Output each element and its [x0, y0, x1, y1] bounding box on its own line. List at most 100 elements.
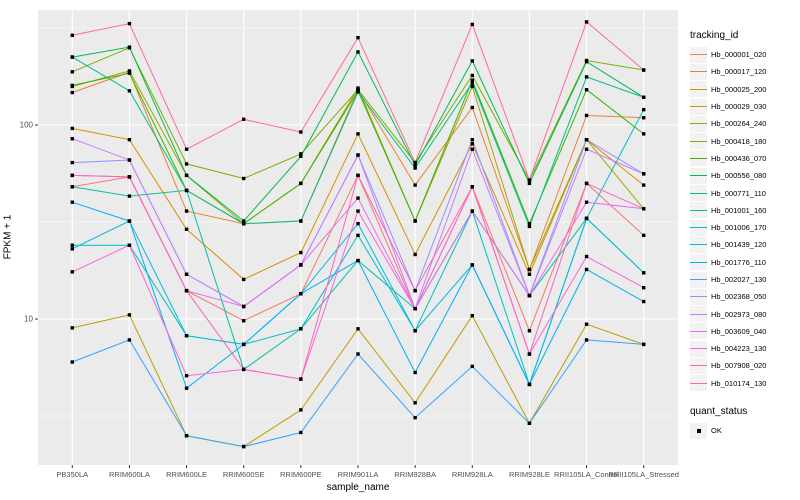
- legend-item-Hb_000017_120: Hb_000017_120: [690, 63, 798, 80]
- legend-item-label: Hb_002027_130: [711, 275, 767, 284]
- legend-swatch-line: [690, 382, 707, 384]
- x-tick-label: RRIM600SE: [223, 470, 265, 479]
- legend-swatch-line: [690, 330, 707, 332]
- legend-swatch-line: [690, 227, 707, 229]
- legend-item-label: Hb_010174_130: [711, 378, 767, 388]
- data-point: [356, 35, 360, 40]
- data-point: [413, 370, 417, 375]
- data-point: [299, 377, 303, 381]
- legend-swatch-line: [690, 71, 707, 73]
- data-point: [356, 258, 360, 263]
- legend-key-swatch: [690, 306, 707, 323]
- legend-key-swatch: [690, 202, 707, 219]
- legend-key-swatch: [690, 46, 707, 63]
- legend-swatch-line: [690, 106, 707, 108]
- data-point: [127, 158, 132, 162]
- data-point: [413, 288, 417, 293]
- legend-item-label: Hb_007908_020: [711, 361, 767, 371]
- x-tick-label: RRIM600LA: [109, 470, 150, 479]
- data-point: [413, 415, 417, 420]
- legend-item-Hb_000771_110: Hb_000771_110: [690, 184, 798, 202]
- legend-swatch-line: [690, 123, 707, 125]
- legend-swatch-line: [690, 296, 707, 298]
- legend-item-label: Hb_000771_110: [711, 188, 766, 198]
- data-point: [470, 22, 474, 27]
- data-point: [470, 313, 474, 318]
- data-point: [299, 152, 303, 156]
- legend-item-Hb_004223_130: Hb_004223_130: [690, 340, 798, 357]
- x-tick-label: RRIM928BA: [394, 470, 436, 479]
- data-point: [642, 233, 646, 238]
- legend-swatch-line: [690, 54, 707, 56]
- data-point: [642, 132, 646, 136]
- y-tick-label: 10: [24, 315, 33, 324]
- data-point: [356, 327, 360, 331]
- legend-key-swatch: [690, 340, 707, 357]
- data-point: [184, 227, 189, 231]
- data-point: [584, 338, 589, 342]
- legend-item-Hb_002368_050: Hb_002368_050: [690, 288, 798, 305]
- data-point: [70, 70, 74, 74]
- data-point: [413, 183, 417, 187]
- data-point: [242, 319, 246, 323]
- data-point: [127, 175, 132, 179]
- data-point: [642, 183, 646, 187]
- legend-swatch-line: [690, 365, 707, 367]
- data-point: [299, 408, 303, 412]
- quant-status-item: OK: [690, 422, 798, 439]
- legend-swatch-line: [690, 313, 707, 315]
- legend-item-Hb_001439_120: Hb_001439_120: [690, 236, 798, 253]
- data-point: [470, 147, 474, 151]
- quant-status-label: OK: [711, 426, 722, 436]
- data-point: [527, 382, 532, 387]
- y-axis-title: FPKM + 1: [2, 214, 14, 260]
- legend-key-swatch: [690, 185, 707, 202]
- legend-swatch-line: [690, 140, 707, 142]
- data-point: [584, 216, 589, 221]
- x-tick-label: RRIM928LA: [452, 470, 493, 479]
- data-point: [127, 21, 132, 26]
- data-point: [299, 154, 303, 158]
- data-point: [470, 263, 474, 267]
- legend-swatch-line: [690, 244, 707, 246]
- data-point: [584, 181, 589, 186]
- data-point: [527, 267, 532, 272]
- data-point: [70, 360, 74, 364]
- data-point: [470, 84, 474, 89]
- data-point: [242, 342, 246, 347]
- data-point: [299, 263, 303, 267]
- data-point: [584, 267, 589, 272]
- data-point: [642, 68, 646, 72]
- legend-key-swatch: [690, 133, 707, 150]
- data-point: [127, 194, 132, 198]
- data-point: [184, 334, 189, 338]
- legend-key-swatch: [690, 288, 707, 305]
- data-point: [527, 221, 532, 226]
- data-point: [356, 153, 360, 157]
- data-point: [242, 117, 246, 121]
- data-point: [642, 207, 646, 211]
- quant-item-list: OK: [690, 422, 798, 439]
- data-point: [127, 89, 132, 93]
- data-point: [470, 142, 474, 146]
- legend-key-swatch: [690, 167, 707, 184]
- data-point: [413, 160, 417, 165]
- data-point: [413, 329, 417, 333]
- x-tick-label: RRIM600LE: [166, 470, 207, 479]
- data-point: [127, 219, 132, 223]
- legend-item-Hb_001776_110: Hb_001776_110: [690, 254, 798, 271]
- data-point: [127, 338, 132, 342]
- data-point: [127, 243, 132, 247]
- x-tick-label: RRIM928LE: [509, 470, 550, 479]
- x-tick-label: RRII105LA_Stressed: [608, 470, 678, 479]
- data-point: [642, 172, 646, 176]
- data-point: [70, 247, 74, 251]
- data-point: [299, 292, 303, 296]
- data-point: [70, 90, 74, 95]
- data-point: [413, 307, 417, 311]
- data-point: [642, 299, 646, 304]
- legend-key-swatch: [690, 150, 707, 167]
- data-point: [470, 59, 474, 63]
- legend-swatch-line: [690, 157, 707, 159]
- data-point: [299, 250, 303, 255]
